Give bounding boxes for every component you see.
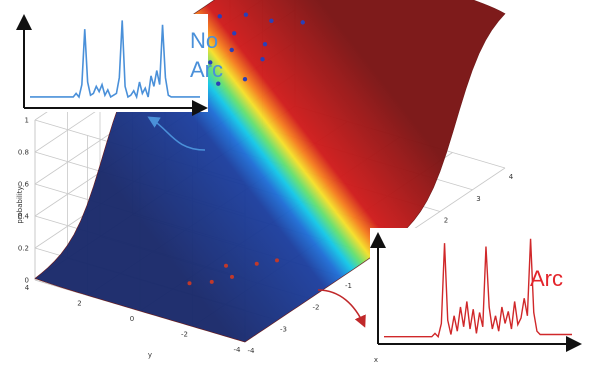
x-axis-title: x (374, 356, 378, 364)
y-axis-title: y (148, 351, 152, 359)
z-tick-label: 0.4 (18, 213, 30, 221)
data-point-low (254, 261, 259, 266)
no-arc-label-line2: Arc (190, 57, 223, 82)
z-tick-label: 1 (25, 117, 29, 125)
y-tick-label: 2 (77, 300, 81, 308)
data-point-high (242, 76, 248, 82)
arc-label: Arc (530, 266, 563, 291)
no-arc-inset (16, 14, 208, 116)
x-tick-label: -2 (313, 304, 320, 312)
data-point-low (209, 279, 214, 284)
data-point-low (230, 274, 234, 279)
data-point-low (224, 263, 228, 268)
arc-signal-line (384, 238, 572, 339)
y-tick-label: 0 (130, 315, 134, 323)
data-point-low (275, 258, 279, 263)
y-tick-label: -4 (234, 346, 242, 354)
x-tick-label: 3 (476, 195, 480, 203)
z-axis-title: probability (16, 186, 24, 223)
data-point-high (208, 60, 213, 65)
data-point-low (187, 281, 192, 286)
data-point-high (269, 18, 274, 24)
no-arc-label-line1: No (190, 28, 218, 53)
y-tick-label: -2 (181, 331, 188, 339)
x-tick-label: -3 (280, 325, 287, 333)
data-point-high (232, 31, 237, 36)
data-point-high (260, 56, 265, 62)
data-point-high (229, 47, 234, 53)
data-point-high (216, 81, 221, 86)
arc-inset (370, 228, 582, 352)
y-tick-label: 4 (25, 284, 30, 292)
z-tick-label: 0.6 (18, 181, 30, 189)
arc-pointer-arrow (317, 289, 366, 328)
data-point-high (300, 20, 305, 25)
x-tick-label: -1 (345, 282, 352, 290)
z-tick-label: 0 (25, 277, 29, 285)
data-point-high (262, 41, 268, 47)
x-tick-label: 2 (444, 217, 448, 225)
no-arc-signal-line (30, 20, 200, 100)
z-tick-label: 0.2 (18, 245, 29, 253)
x-tick-label: 4 (509, 173, 514, 181)
x-tick-label: -4 (248, 347, 256, 355)
z-tick-label: 0.8 (18, 149, 29, 157)
no-arc-inset-background (22, 14, 208, 112)
data-point-high (217, 14, 222, 19)
no-arc-pointer-arrow (147, 116, 206, 151)
data-point-high (243, 12, 249, 17)
